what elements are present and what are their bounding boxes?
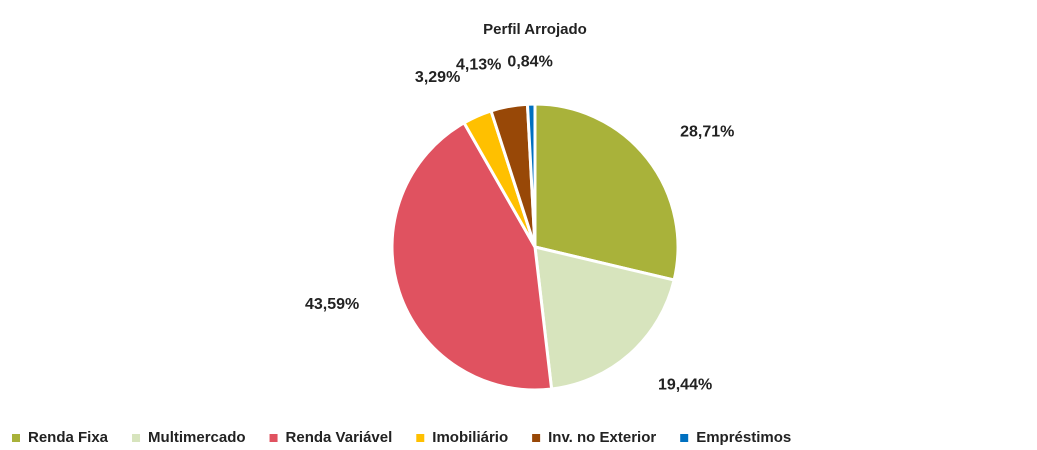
data-label: 28,71% <box>680 124 734 141</box>
data-label: 3,29% <box>415 69 460 86</box>
data-label: 19,44% <box>658 376 712 393</box>
legend-swatch <box>680 434 689 442</box>
legend-swatch <box>532 434 541 442</box>
legend-swatch <box>269 434 278 442</box>
legend-swatch <box>416 434 425 442</box>
legend-label: Empréstimos <box>696 429 791 446</box>
legend-swatch <box>12 434 20 442</box>
data-label: 43,59% <box>305 296 359 313</box>
data-label: 0,84% <box>507 53 552 70</box>
pie-slice <box>533 102 680 282</box>
pie-slice <box>525 102 537 248</box>
data-label: 4,13% <box>456 56 501 73</box>
legend-label: Renda Fixa <box>28 429 109 446</box>
legend-label: Imobiliário <box>432 429 508 446</box>
legend-label: Inv. no Exterior <box>548 429 656 446</box>
pie-slice <box>390 120 554 392</box>
pie-slice <box>533 245 676 391</box>
chart-title: Perfil Arrojado <box>483 21 587 38</box>
legend-label: Multimercado <box>148 429 246 446</box>
legend-label: Renda Variável <box>286 429 393 446</box>
legend-swatch <box>132 434 141 442</box>
